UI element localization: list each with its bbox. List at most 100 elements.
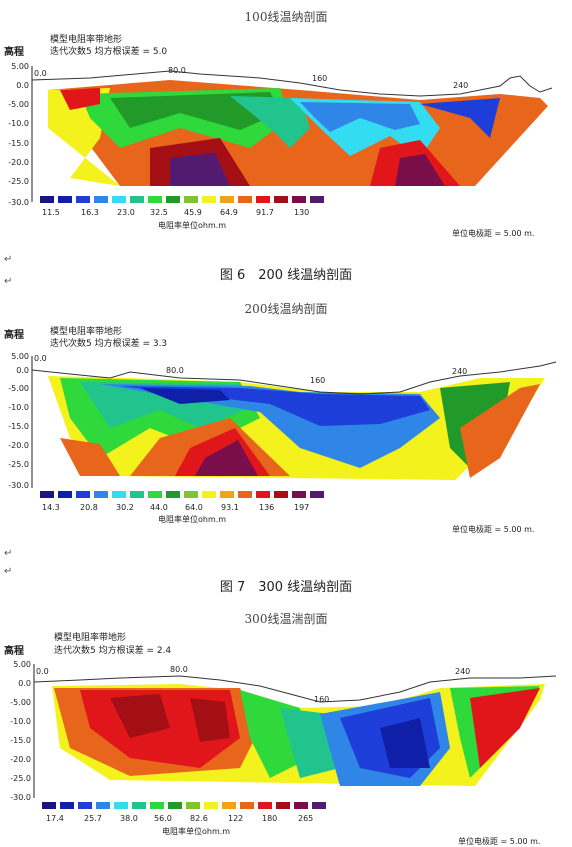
panel1-scale-swatch: [130, 196, 144, 203]
panel2-scale-swatch: [292, 491, 306, 498]
panel1-scale-value-7: 130: [294, 208, 310, 217]
panel2-scale-value-1: 20.8: [80, 503, 98, 512]
panel2-spacing-label: 单位电极距 = 5.00 m.: [452, 525, 535, 534]
panel2-scale-swatch: [184, 491, 198, 498]
panel3-ytick-5: -20.0: [10, 755, 31, 764]
panel1-subtitle-2: 迭代次数5 均方根误差 = 5.0: [50, 47, 168, 57]
panel1-ytick-0: 5.00: [11, 62, 29, 71]
panel1-scale-swatch: [238, 196, 252, 203]
panel3-ytick-6: -25.0: [10, 774, 31, 783]
panel2-ytick-7: -30.0: [8, 481, 29, 490]
panel3-xtick-3: 240: [455, 667, 470, 676]
panel2-ytick-1: 0.0: [16, 366, 29, 375]
panel3-scale-swatch: [312, 802, 326, 809]
panel2-y-axis: 5.00 0.0 -5.00 -10.0 -15.0 -20.0 -25.0 -…: [8, 352, 33, 490]
panel3-scale-swatch: [168, 802, 182, 809]
panel2-section-plot: 5.00 0.0 -5.00 -10.0 -15.0 -20.0 -25.0 -…: [8, 352, 557, 490]
panel3-scale-swatch: [276, 802, 290, 809]
panel3-spacing-label: 单位电极距 = 5.00 m.: [458, 837, 541, 846]
panel2-subtitle-1: 模型电阻率带地形: [50, 327, 123, 337]
panel3-ytick-3: -10.0: [10, 717, 31, 726]
panel1-xtick-2: 160: [312, 74, 327, 83]
panel2-scale-value-7: 197: [294, 503, 310, 512]
panel1-y-axis: 5.00 0.0 -5.00 -10.0 -15.0 -20.0 -25.0 -…: [8, 62, 33, 207]
paragraph-mark: ↵: [4, 276, 13, 287]
panel1-xtick-0: 0.0: [34, 69, 47, 78]
panel2-xtick-1: 80.0: [166, 366, 184, 375]
panel1-scale-value-4: 45.9: [184, 208, 202, 217]
panel3-xtick-0: 0.0: [36, 667, 49, 676]
panel1-scale-swatch: [310, 196, 324, 203]
panel2-ytick-5: -20.0: [8, 441, 29, 450]
panel1-scale-swatch: [202, 196, 216, 203]
panel3-title: 300线温湍剖面: [244, 612, 328, 626]
panel2-resistivity-section: [48, 376, 545, 480]
panel1-xtick-1: 80.0: [168, 66, 186, 75]
panel1-scale-swatch: [292, 196, 306, 203]
panel1-scale-value-5: 64.9: [220, 208, 238, 217]
panel2-scale-value-6: 136: [259, 503, 275, 512]
panel2-scale-swatch: [112, 491, 126, 498]
panel3-xtick-2: 160: [314, 695, 329, 704]
panel2-scale-value-4: 64.0: [185, 503, 203, 512]
panel1-ytick-7: -30.0: [8, 198, 29, 207]
panel3-scale-value-6: 180: [262, 814, 278, 823]
panel1-scale-swatch: [166, 196, 180, 203]
panel2-scale-swatch: [202, 491, 216, 498]
panel1-elevation-label: 高程: [4, 47, 24, 58]
panel3-unit-label: 电阻率单位ohm.m: [162, 827, 231, 836]
panel2-ytick-2: -5.00: [8, 384, 29, 393]
panel2-color-scale: [40, 491, 324, 498]
panel2-scale-swatch: [76, 491, 90, 498]
panel1-resistivity-section: [48, 80, 548, 186]
panel2-scale-swatch: [40, 491, 54, 498]
panel3-scale-swatch: [114, 802, 128, 809]
panel3-scale-value-2: 38.0: [120, 814, 138, 823]
panel1-scale-swatch: [148, 196, 162, 203]
panel3-y-axis: 5.00 0.0 -5.00 -10.0 -15.0 -20.0 -25.0 -…: [10, 660, 35, 802]
panel2-xtick-3: 240: [452, 367, 467, 376]
panel2-topography-line: [31, 361, 557, 395]
panel1-ytick-3: -10.0: [8, 119, 29, 128]
panel3-scale-value-5: 122: [228, 814, 244, 823]
panel3-scale-swatch: [132, 802, 146, 809]
panel3-scale-value-1: 25.7: [84, 814, 102, 823]
panel3-ytick-0: 5.00: [13, 660, 31, 669]
panel3-scale-swatch: [186, 802, 200, 809]
panel3-ytick-2: -5.00: [10, 698, 31, 707]
panel3-ytick-1: 0.0: [18, 679, 31, 688]
panel3-subtitle-1: 模型电阻率带地形: [54, 633, 127, 643]
panel1-ytick-2: -5.00: [8, 100, 29, 109]
panel2-scale-value-3: 44.0: [150, 503, 168, 512]
figure6-caption: 图 6 200 线温纳剖面: [219, 268, 353, 283]
panel2-scale-swatch: [274, 491, 288, 498]
panel1-scale-value-0: 11.5: [42, 208, 60, 217]
panel2-title: 200线温纳剖面: [244, 302, 328, 316]
panel2-scale-swatch: [310, 491, 324, 498]
panel3-color-scale: [42, 802, 326, 809]
panel2-scale-swatch: [238, 491, 252, 498]
panel1-scale-value-1: 16.3: [81, 208, 99, 217]
panel2-scale-value-5: 93.1: [221, 503, 239, 512]
panel2-elevation-label: 高程: [4, 330, 24, 341]
panel2-unit-label: 电阻率单位ohm.m: [158, 515, 227, 524]
panel1-subtitle-1: 模型电阻率带地形: [50, 35, 123, 45]
paragraph-mark: ↵: [4, 548, 13, 559]
panel1-ytick-4: -15.0: [8, 139, 29, 148]
panel3-scale-swatch: [204, 802, 218, 809]
panel1-scale-swatch: [256, 196, 270, 203]
panel1-spacing-label: 单位电极距 = 5.00 m.: [452, 229, 535, 238]
panel1-ytick-5: -20.0: [8, 158, 29, 167]
panel2-scale-swatch: [130, 491, 144, 498]
panel1-color-scale: [40, 196, 324, 203]
paragraph-mark: ↵: [4, 254, 13, 265]
panel2-xtick-2: 160: [310, 376, 325, 385]
panel1-section-plot: 5.00 0.0 -5.00 -10.0 -15.0 -20.0 -25.0 -…: [8, 62, 553, 207]
panel2-scale-value-0: 14.3: [42, 503, 60, 512]
panel2-scale-swatch: [94, 491, 108, 498]
panel1-unit-label: 电阻率单位ohm.m: [158, 221, 227, 230]
paragraph-mark: ↵: [4, 566, 13, 577]
panel3-scale-swatch: [258, 802, 272, 809]
panel3-ytick-7: -30.0: [10, 793, 31, 802]
panel3-subtitle-2: 迭代次数5 均方根误差 = 2.4: [54, 646, 172, 656]
